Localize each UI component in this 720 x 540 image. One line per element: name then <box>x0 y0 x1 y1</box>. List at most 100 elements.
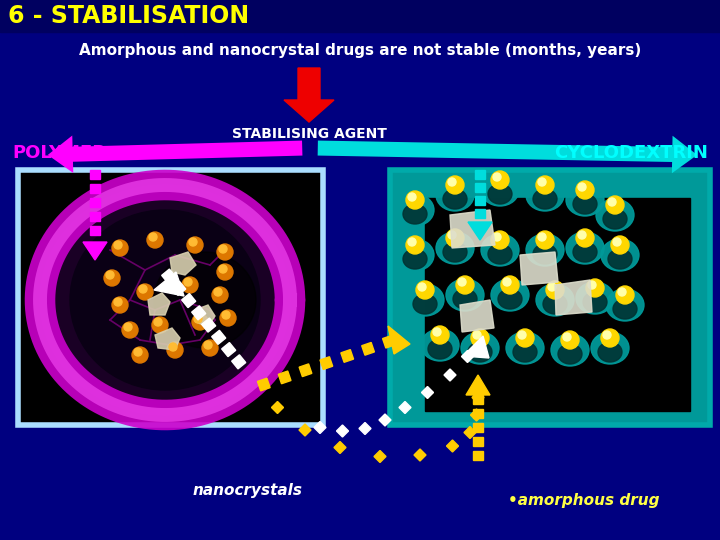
Circle shape <box>212 287 228 303</box>
Polygon shape <box>460 300 494 332</box>
Bar <box>390 170 710 425</box>
Polygon shape <box>466 375 490 395</box>
Circle shape <box>613 238 621 246</box>
Circle shape <box>416 281 434 299</box>
Bar <box>425 198 690 411</box>
Bar <box>90 198 100 207</box>
Circle shape <box>608 198 616 206</box>
Circle shape <box>167 342 183 358</box>
Bar <box>90 226 100 235</box>
Ellipse shape <box>443 242 467 262</box>
Circle shape <box>446 176 464 194</box>
Polygon shape <box>195 305 215 327</box>
Ellipse shape <box>396 239 434 271</box>
Polygon shape <box>379 414 391 426</box>
Polygon shape <box>472 392 484 403</box>
Ellipse shape <box>40 185 290 415</box>
Polygon shape <box>170 252 196 275</box>
Circle shape <box>611 236 629 254</box>
Bar <box>279 371 291 384</box>
Circle shape <box>606 196 624 214</box>
Circle shape <box>114 298 122 306</box>
Circle shape <box>406 236 424 254</box>
Polygon shape <box>374 450 386 462</box>
Circle shape <box>616 286 634 304</box>
Circle shape <box>122 322 138 338</box>
Circle shape <box>491 171 509 189</box>
Bar <box>473 423 483 432</box>
Circle shape <box>471 329 489 347</box>
Ellipse shape <box>428 339 452 359</box>
Circle shape <box>408 193 416 201</box>
Ellipse shape <box>498 289 522 309</box>
Circle shape <box>182 277 198 293</box>
Bar <box>232 355 246 369</box>
Circle shape <box>184 278 192 286</box>
Circle shape <box>152 317 168 333</box>
Circle shape <box>603 331 611 339</box>
Bar <box>171 281 186 295</box>
Circle shape <box>169 343 177 351</box>
Polygon shape <box>468 222 492 240</box>
Ellipse shape <box>573 242 597 262</box>
Ellipse shape <box>606 289 644 321</box>
Bar <box>475 196 485 205</box>
Ellipse shape <box>461 332 499 364</box>
Ellipse shape <box>154 252 256 348</box>
Circle shape <box>501 276 519 294</box>
Circle shape <box>214 288 222 296</box>
Circle shape <box>618 288 626 296</box>
Ellipse shape <box>403 249 427 269</box>
Bar <box>258 378 270 391</box>
Polygon shape <box>463 336 489 358</box>
Bar <box>90 184 100 193</box>
Circle shape <box>456 276 474 294</box>
Polygon shape <box>555 280 592 315</box>
Ellipse shape <box>573 194 597 214</box>
Circle shape <box>536 231 554 249</box>
Ellipse shape <box>488 244 512 264</box>
Text: nanocrystals: nanocrystals <box>193 483 303 497</box>
Ellipse shape <box>513 342 537 362</box>
Circle shape <box>601 329 619 347</box>
Ellipse shape <box>608 249 632 269</box>
Ellipse shape <box>436 232 474 264</box>
Polygon shape <box>444 369 456 381</box>
Circle shape <box>408 238 416 246</box>
Circle shape <box>134 348 142 356</box>
Ellipse shape <box>468 342 492 362</box>
Ellipse shape <box>598 342 622 362</box>
Bar <box>222 342 235 356</box>
Circle shape <box>104 270 120 286</box>
Ellipse shape <box>481 234 519 266</box>
Polygon shape <box>154 272 184 296</box>
Circle shape <box>187 237 203 253</box>
Ellipse shape <box>576 282 614 314</box>
Circle shape <box>222 311 230 319</box>
Ellipse shape <box>566 232 604 264</box>
Circle shape <box>137 284 153 300</box>
Circle shape <box>112 240 128 256</box>
Polygon shape <box>520 252 558 285</box>
Circle shape <box>518 331 526 339</box>
Circle shape <box>433 328 441 336</box>
Ellipse shape <box>551 334 589 366</box>
Polygon shape <box>314 422 326 434</box>
Circle shape <box>219 265 227 273</box>
Ellipse shape <box>421 329 459 361</box>
Circle shape <box>448 231 456 239</box>
Ellipse shape <box>443 189 467 209</box>
Circle shape <box>194 315 202 323</box>
Ellipse shape <box>543 294 567 314</box>
Ellipse shape <box>613 299 637 319</box>
Bar <box>212 330 226 345</box>
Text: POLYMER: POLYMER <box>12 144 106 162</box>
Circle shape <box>202 340 218 356</box>
Circle shape <box>503 278 511 286</box>
Polygon shape <box>83 242 107 260</box>
Circle shape <box>491 231 509 249</box>
Bar <box>320 357 333 369</box>
Polygon shape <box>464 427 476 438</box>
Ellipse shape <box>601 239 639 271</box>
Ellipse shape <box>583 292 607 312</box>
